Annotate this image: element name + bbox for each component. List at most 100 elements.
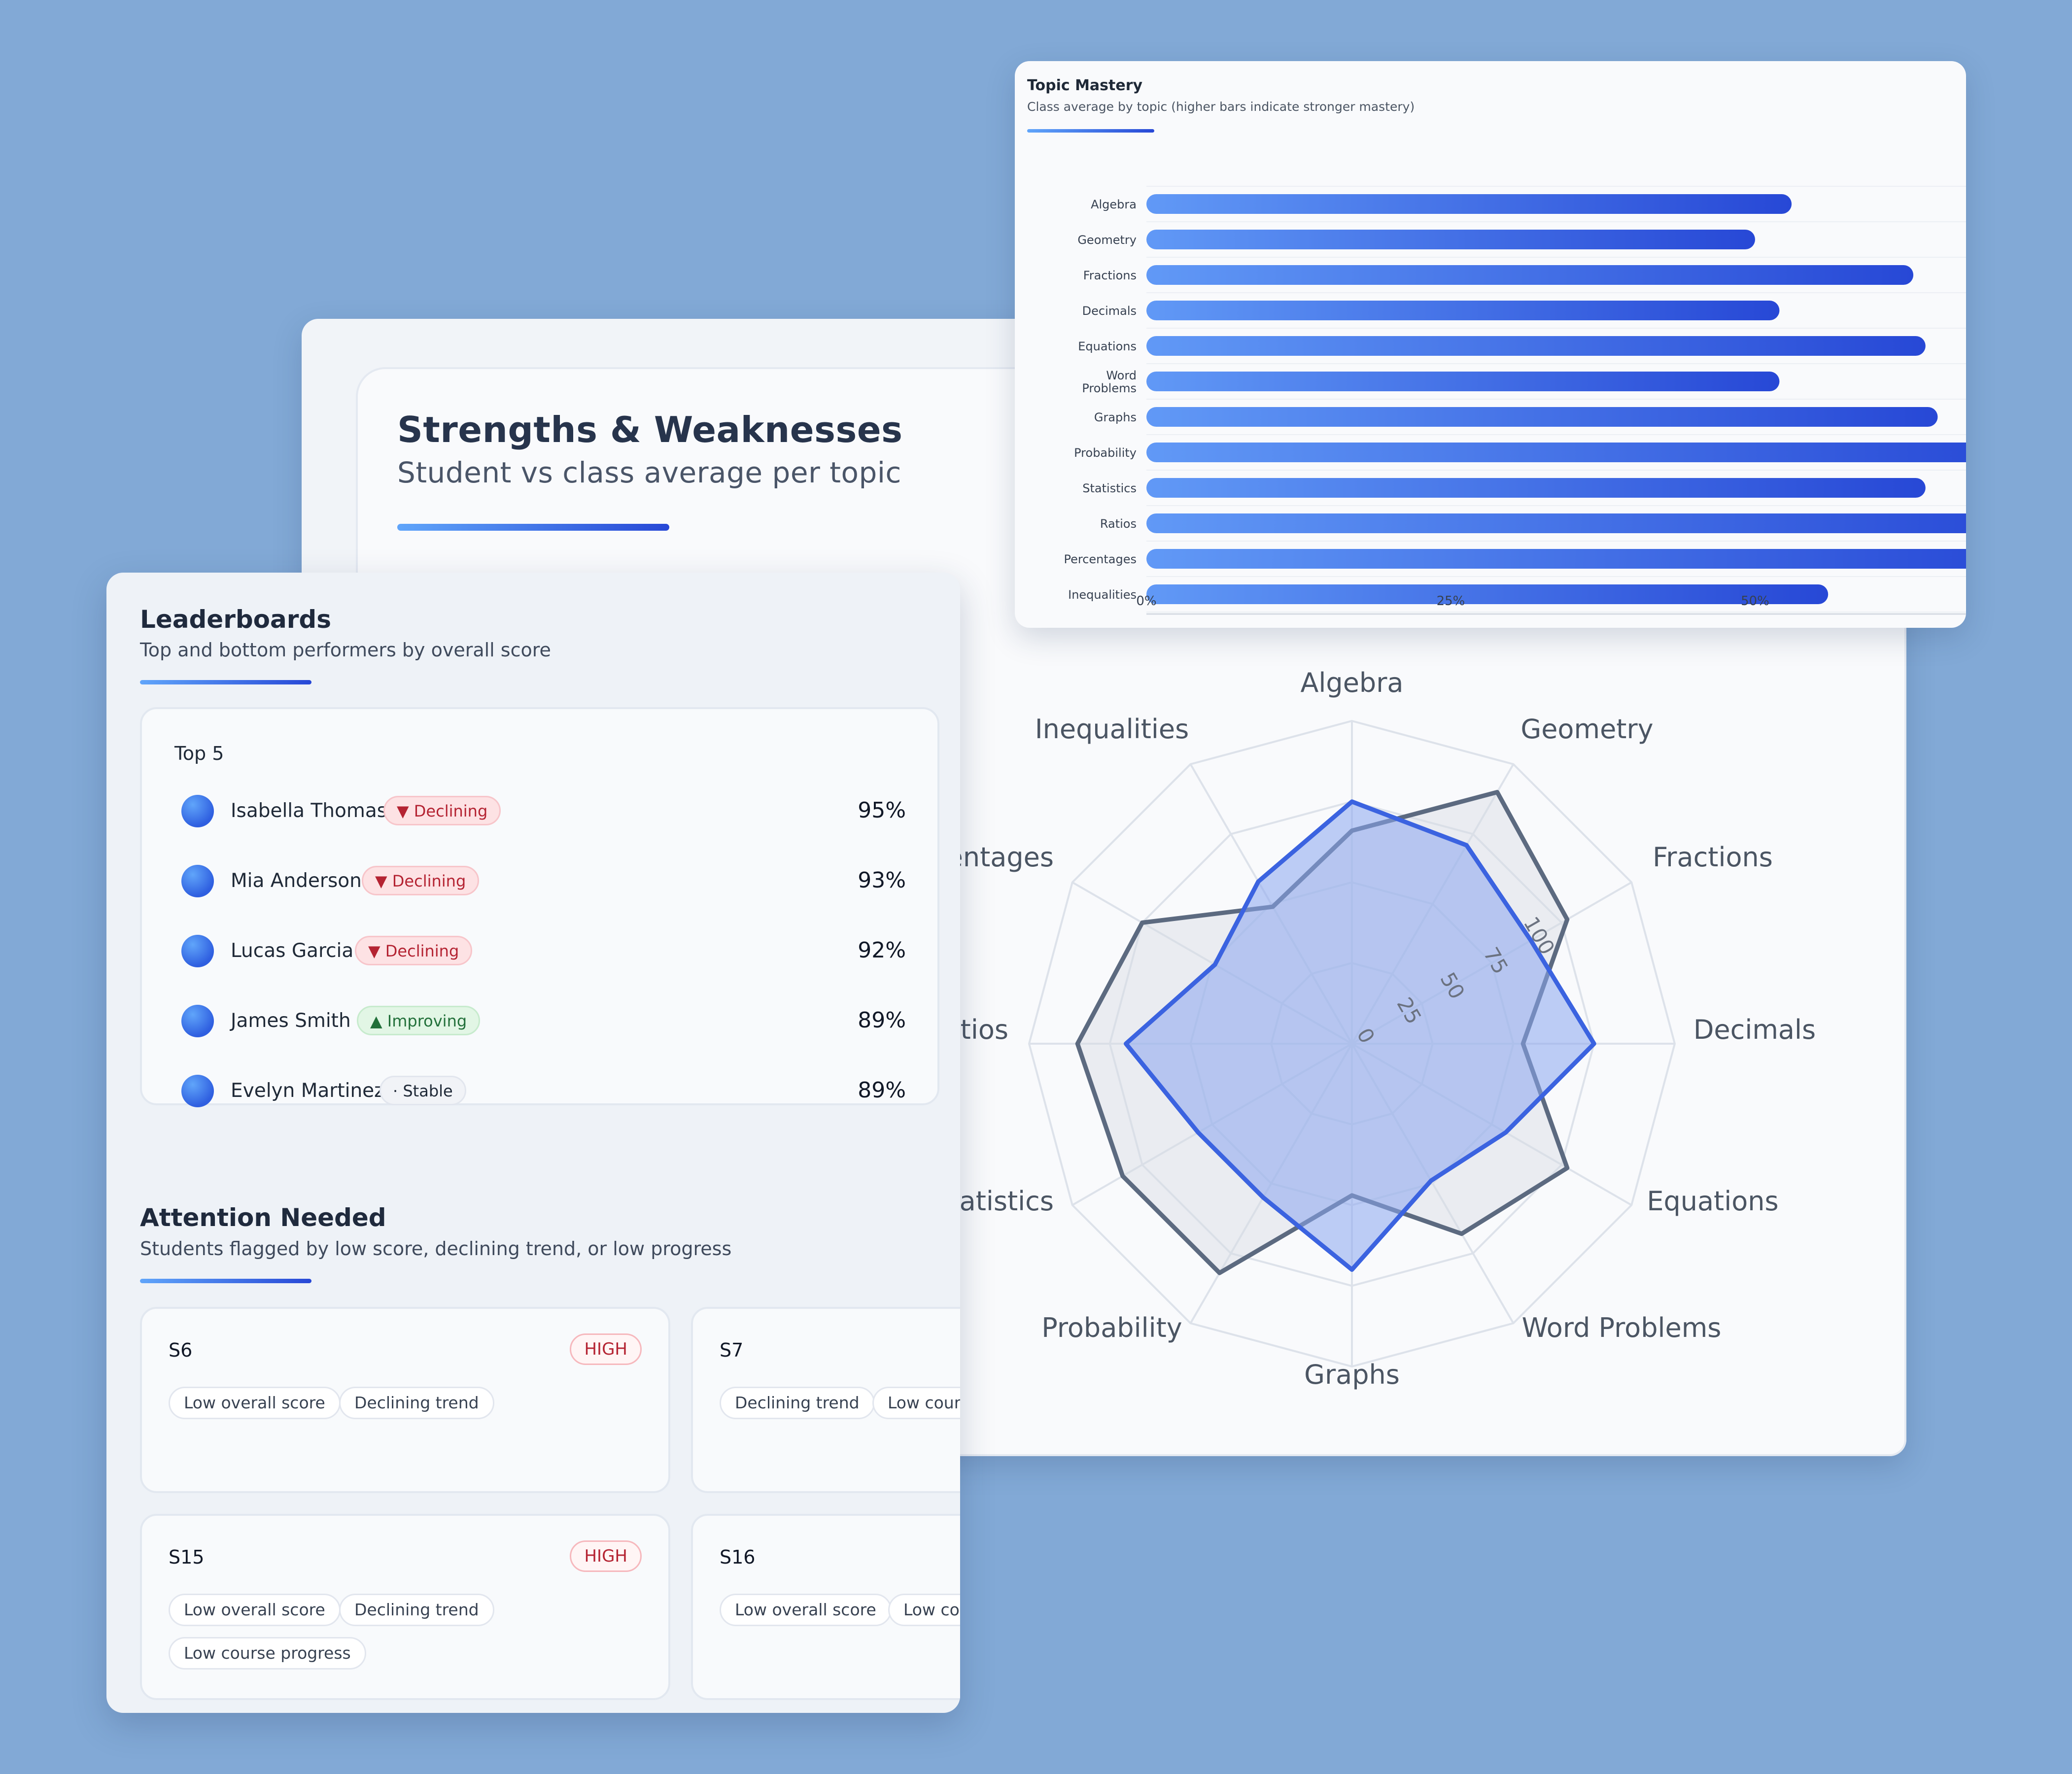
student-score: 89% (858, 1008, 906, 1033)
student-id: S15 (169, 1546, 205, 1568)
top5-card: Top 5 Isabella Thomas ▼ Declining 95% Mi… (140, 707, 939, 1107)
bar-category-label: Algebra (1091, 198, 1137, 211)
bar-category-label: Equations (1078, 340, 1137, 353)
radar-chart: 0255075100AlgebraGeometryFractionsDecima… (947, 667, 1816, 1390)
avatar (181, 795, 214, 827)
radar-axis-label: entages (947, 842, 1054, 873)
student-name: Evelyn Martinez (231, 1080, 384, 1102)
student-id: S7 (720, 1339, 744, 1361)
attention-card[interactable]: S15 HIGH Low overall score Declining tre… (140, 1514, 670, 1700)
flag-chip: Low overall score (169, 1387, 341, 1419)
radar-axis-label: Fractions (1653, 842, 1773, 873)
leaderboard-row[interactable]: Mia Anderson ▼ Declining 93% (181, 861, 906, 900)
topic-bar[interactable] (1146, 443, 1966, 462)
trend-badge: ▲ Improving (357, 1006, 481, 1035)
topic-mastery-panel: Algebra Geometry Fractions Decimals Equation… (1015, 61, 1966, 628)
leaderboard-row[interactable]: Lucas Garcia ▼ Declining 92% (181, 931, 906, 970)
radar-axis-label: :atistics (950, 1186, 1054, 1217)
trend-badge: ▼ Declining (362, 866, 480, 895)
flag-chip: Low course progress (872, 1387, 960, 1419)
topic-bar[interactable] (1146, 265, 1914, 285)
bar-category-label: Fractions (1083, 269, 1137, 282)
title-accent-underline (1027, 129, 1154, 133)
topic-mastery-subtitle: Class average by topic (higher bars indi… (1027, 100, 1415, 114)
flag-chip: Declining trend (339, 1594, 494, 1626)
trend-badge: ▼ Declining (383, 796, 501, 825)
radar-axis-label: Equations (1647, 1186, 1778, 1217)
topic-mastery-title: Topic Mastery (1027, 77, 1143, 94)
leaderboards-panel: Leaderboards Top and bottom performers b… (106, 573, 960, 1713)
radar-axis-label: Word Problems (1522, 1312, 1722, 1343)
attention-subtitle: Students flagged by low score, declining… (140, 1238, 732, 1260)
topic-bar[interactable] (1146, 584, 1829, 604)
attention-card[interactable]: S6 HIGH Low overall score Declining tren… (140, 1307, 670, 1493)
attention-card[interactable]: S16 Low overall score Low course progres… (691, 1514, 960, 1700)
topic-bar[interactable] (1146, 513, 1966, 533)
leaderboards-title: Leaderboards (140, 605, 331, 634)
top5-label: Top 5 (174, 743, 224, 764)
trend-badge: · Stable (380, 1076, 466, 1105)
title-accent-underline (140, 680, 311, 684)
radar-series-student (1124, 799, 1596, 1272)
student-id: S6 (169, 1339, 193, 1361)
title-accent-underline (140, 1279, 311, 1283)
radar-axis-label: Decimals (1693, 1014, 1816, 1045)
avatar (181, 1075, 214, 1107)
flag-chip: Low course progress (888, 1594, 960, 1626)
leaderboard-row[interactable]: Evelyn Martinez · Stable 89% (181, 1071, 906, 1110)
student-name: Isabella Thomas (231, 800, 387, 822)
bar-category-label: Percentages (1064, 552, 1137, 566)
topic-bar[interactable] (1146, 336, 1926, 356)
topic-bar[interactable] (1146, 407, 1938, 427)
radar-axis-label: Inequalities (1035, 714, 1189, 745)
bar-category-label: Decimals (1082, 304, 1137, 318)
student-id: S16 (720, 1546, 756, 1568)
severity-badge: HIGH (570, 1540, 642, 1572)
trend-badge: ▼ Declining (355, 936, 473, 965)
x-tick-label: 0% (1136, 594, 1156, 609)
student-score: 93% (858, 868, 906, 893)
student-name: James Smith (231, 1010, 351, 1032)
radar-axis-label: tios (961, 1014, 1008, 1045)
attention-card[interactable]: S7 Declining trend Low course progress (691, 1307, 960, 1493)
avatar (181, 935, 214, 967)
bar-category-label: Ratios (1100, 517, 1137, 531)
radar-axis-label: Algebra (1300, 667, 1403, 698)
flag-chip: Low course progress (169, 1637, 366, 1670)
flag-chip: Low overall score (169, 1594, 341, 1626)
bar-category-label: Problems (1082, 381, 1137, 395)
bar-category-label: Graphs (1094, 410, 1137, 424)
x-tick-label: 50% (1741, 594, 1769, 609)
bar-category-label: Probability (1074, 446, 1137, 460)
flag-chip: Low overall score (720, 1594, 892, 1626)
bar-category-label: Word (1106, 369, 1137, 382)
student-score: 95% (858, 798, 906, 823)
leaderboard-row[interactable]: James Smith ▲ Improving 89% (181, 1001, 906, 1040)
student-score: 92% (858, 938, 906, 963)
title-accent-underline (397, 524, 669, 531)
topic-bar[interactable] (1146, 549, 1966, 569)
bar-category-label: Geometry (1077, 233, 1137, 247)
radar-axis-label: Probability (1041, 1312, 1182, 1343)
strengths-weaknesses-subtitle: Student vs class average per topic (397, 456, 901, 489)
bar-category-label: Inequalities (1068, 588, 1137, 602)
topic-mastery-chart: Algebra Geometry Fractions Decimals Equation… (1064, 186, 1966, 615)
student-name: Lucas Garcia (231, 940, 354, 962)
severity-badge: HIGH (570, 1333, 642, 1365)
topic-bar[interactable] (1146, 478, 1926, 498)
topic-bar[interactable] (1146, 194, 1792, 214)
strengths-weaknesses-title: Strengths & Weaknesses (397, 409, 903, 450)
topic-bar[interactable] (1146, 372, 1780, 391)
student-name: Mia Anderson (231, 870, 362, 892)
leaderboards-subtitle: Top and bottom performers by overall sco… (140, 639, 551, 661)
leaderboard-row[interactable]: Isabella Thomas ▼ Declining 95% (181, 791, 906, 830)
radar-axis-label: Graphs (1304, 1359, 1400, 1390)
bar-category-label: Statistics (1082, 481, 1137, 495)
avatar (181, 865, 214, 897)
avatar (181, 1005, 214, 1037)
topic-bar[interactable] (1146, 301, 1780, 320)
x-tick-label: 25% (1437, 594, 1465, 609)
radar-axis-label: Geometry (1520, 714, 1653, 745)
attention-title: Attention Needed (140, 1203, 386, 1232)
topic-bar[interactable] (1146, 230, 1755, 249)
